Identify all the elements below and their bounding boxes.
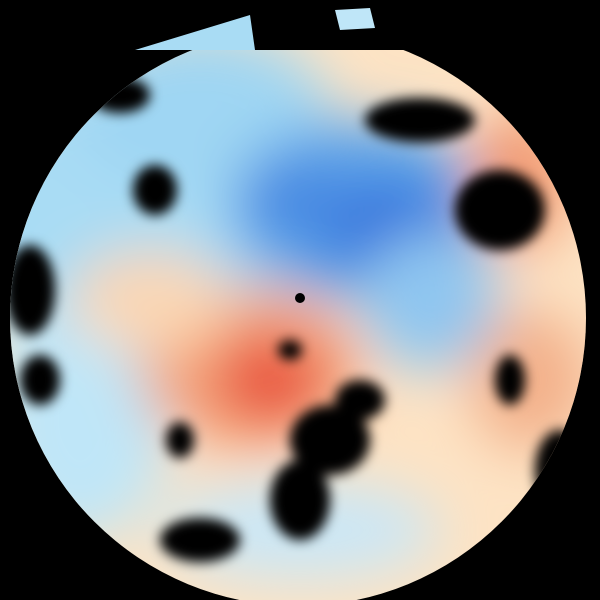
top-fragment: [135, 15, 255, 50]
top-mask: [0, 0, 600, 50]
radar-site: [295, 293, 305, 303]
top-fragment: [335, 8, 375, 30]
